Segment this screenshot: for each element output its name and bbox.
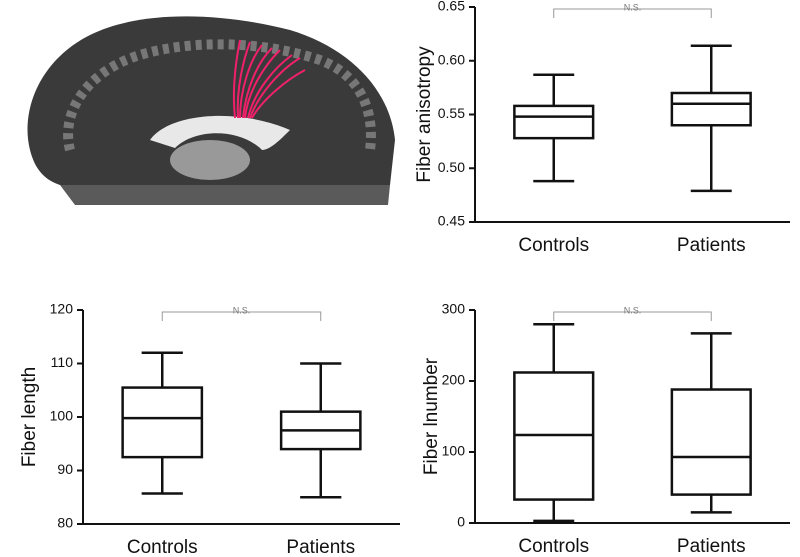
y-tick-label: 90 <box>57 461 73 477</box>
y-tick-label: 0.65 <box>438 0 465 14</box>
box <box>670 91 752 127</box>
corpus-callosum <box>150 115 290 150</box>
significance-bracket <box>553 311 712 321</box>
mri-image <box>27 16 395 205</box>
y-axis-label: Fiber length <box>19 367 40 467</box>
x-tick-label: Controls <box>518 536 589 557</box>
x-tick-label: Patients <box>677 536 746 557</box>
box <box>513 104 595 140</box>
box <box>670 388 752 496</box>
fiber-tracts <box>232 39 306 119</box>
brain-stem-region <box>60 185 390 205</box>
x-tick-label: Controls <box>127 537 198 557</box>
y-tick-label: 0 <box>457 514 465 530</box>
box <box>121 386 204 459</box>
x-tick-label: Controls <box>518 235 589 256</box>
y-tick-label: 120 <box>50 301 74 317</box>
significance-label: N.S. <box>624 2 642 12</box>
significance-bracket <box>161 311 322 321</box>
y-tick-label: 0.60 <box>438 51 465 67</box>
x-tick-label: Patients <box>286 537 355 557</box>
y-tick-label: 80 <box>57 515 73 531</box>
y-tick-label: 0.55 <box>438 105 465 121</box>
y-tick-label: 300 <box>442 301 466 317</box>
significance-bracket <box>553 8 712 18</box>
significance-label: N.S. <box>233 305 251 315</box>
y-tick-label: 0.45 <box>438 213 465 229</box>
y-tick-label: 0.50 <box>438 159 465 175</box>
significance-label: N.S. <box>624 305 642 315</box>
y-tick-label: 100 <box>50 408 74 424</box>
gyri <box>63 39 376 152</box>
y-tick-label: 100 <box>442 443 466 459</box>
thalamus <box>170 140 250 180</box>
y-axis-label: Fiber anisotropy <box>414 46 435 183</box>
x-tick-label: Patients <box>677 235 746 256</box>
y-tick-label: 110 <box>51 354 74 370</box>
y-axis-label: Fiber lnumber <box>421 357 442 475</box>
y-tick-label: 200 <box>442 372 466 388</box>
